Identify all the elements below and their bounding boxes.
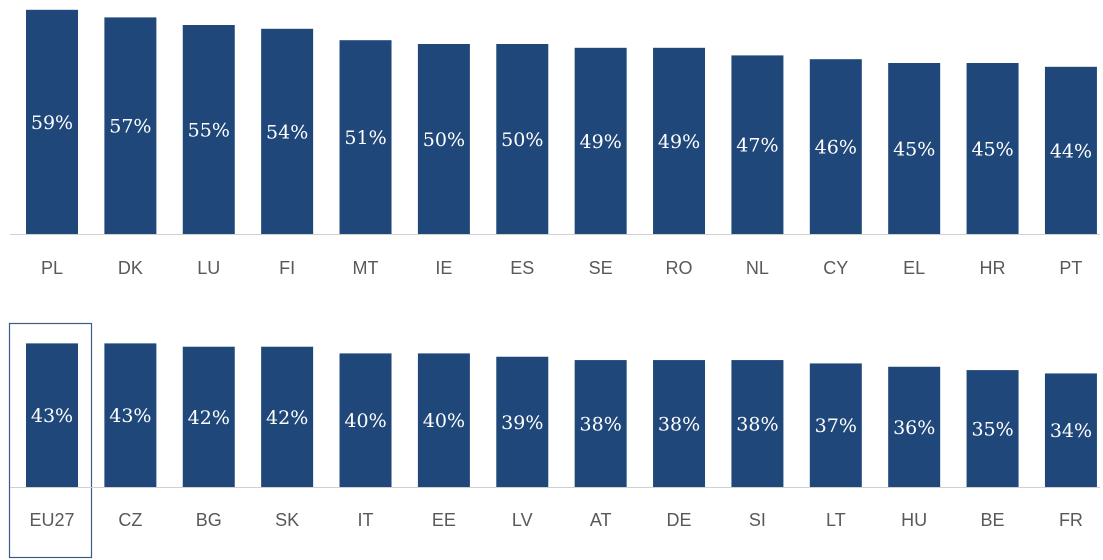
data-label: 59% (31, 112, 73, 134)
x-tick-label: LT (826, 510, 846, 530)
x-tick-label: PT (1059, 258, 1082, 278)
data-label: 54% (266, 121, 308, 143)
x-tick-label: BE (981, 510, 1005, 530)
data-label: 37% (815, 415, 857, 437)
x-tick-label: LU (197, 258, 220, 278)
bar (26, 9, 78, 234)
bar (26, 343, 78, 487)
bar (182, 25, 235, 234)
x-tick-label: LV (512, 510, 533, 530)
bar (417, 44, 470, 234)
x-tick-label: CZ (118, 510, 142, 530)
data-label: 49% (580, 131, 622, 153)
highlight-box (8, 322, 93, 559)
x-tick-label: BG (196, 510, 222, 530)
data-label: 40% (344, 410, 386, 432)
x-tick-label: HU (901, 510, 927, 530)
data-label: 43% (31, 405, 73, 427)
data-label: 38% (736, 414, 778, 436)
x-tick-label: FI (279, 258, 295, 278)
data-label: 35% (971, 419, 1013, 441)
x-tick-label: DK (118, 258, 143, 278)
x-tick-label: FR (1059, 510, 1083, 530)
bar (496, 44, 549, 234)
x-tick-label: ES (510, 258, 534, 278)
x-tick-label: RO (666, 258, 693, 278)
bar (653, 360, 706, 487)
data-label: 57% (109, 116, 151, 138)
bar (966, 63, 1019, 234)
data-label: 45% (893, 139, 935, 161)
x-tick-label: CY (823, 258, 848, 278)
bar (966, 370, 1019, 487)
x-tick-label: EE (432, 510, 456, 530)
x-tick-label: SE (589, 258, 613, 278)
bar (261, 346, 314, 487)
x-tick-label: AT (590, 510, 612, 530)
x-tick-label: IT (358, 510, 374, 530)
data-label: 47% (736, 135, 778, 157)
bar (104, 17, 157, 235)
data-label: 42% (188, 407, 230, 429)
bar (1044, 373, 1097, 487)
data-label: 51% (344, 127, 386, 149)
data-label: 42% (266, 407, 308, 429)
bar (339, 353, 392, 487)
x-tick-label: MT (353, 258, 379, 278)
data-label: 50% (501, 129, 543, 151)
bar (809, 59, 862, 235)
x-tick-label: DE (667, 510, 692, 530)
x-tick-label: IE (435, 258, 452, 278)
bar (261, 28, 314, 234)
x-tick-label: SI (749, 510, 766, 530)
data-label: 49% (658, 131, 700, 153)
data-label: 40% (423, 410, 465, 432)
data-label: 38% (658, 414, 700, 436)
x-tick-label: EU27 (29, 510, 74, 530)
bar (574, 47, 627, 234)
bar (888, 366, 941, 487)
bar (496, 356, 549, 487)
data-label: 55% (188, 120, 230, 142)
bar (809, 363, 862, 487)
bar (182, 346, 235, 487)
x-tick-label: EL (903, 258, 925, 278)
x-tick-label: PL (41, 258, 63, 278)
bar (888, 63, 941, 234)
data-label: 44% (1050, 140, 1092, 162)
data-label: 34% (1050, 420, 1092, 442)
bar (104, 343, 157, 487)
data-label: 38% (580, 414, 622, 436)
bar (1044, 66, 1097, 234)
bar (731, 55, 784, 235)
data-label: 46% (815, 137, 857, 159)
data-label: 39% (501, 412, 543, 434)
bar (417, 353, 470, 487)
x-tick-label: HR (980, 258, 1006, 278)
data-label: 43% (109, 405, 151, 427)
bar (574, 360, 627, 487)
x-tick-label: NL (746, 258, 769, 278)
data-label: 45% (971, 139, 1013, 161)
data-label: 36% (893, 417, 935, 439)
bar (339, 40, 392, 235)
bar (653, 47, 706, 234)
bar (731, 360, 784, 487)
x-tick-label: SK (275, 510, 299, 530)
data-label: 50% (423, 129, 465, 151)
